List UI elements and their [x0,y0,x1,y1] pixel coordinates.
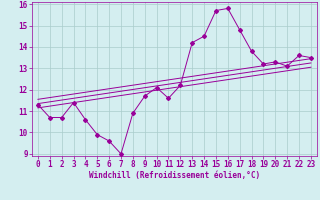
X-axis label: Windchill (Refroidissement éolien,°C): Windchill (Refroidissement éolien,°C) [89,171,260,180]
